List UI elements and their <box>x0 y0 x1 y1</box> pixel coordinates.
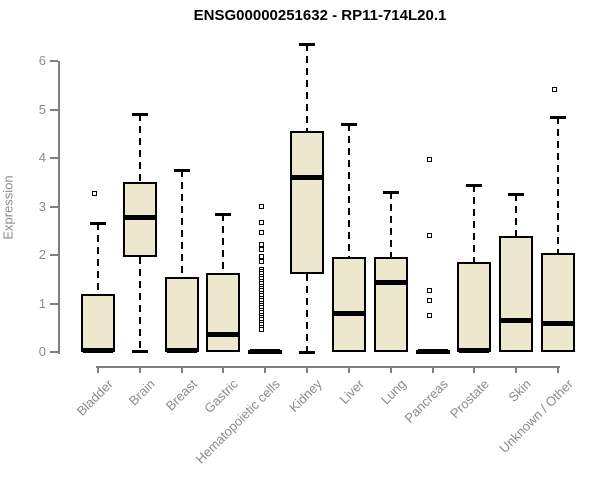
median-line-skin <box>501 318 532 324</box>
whisker-cap-lower-kidney <box>299 351 316 354</box>
box-lung <box>373 257 408 352</box>
whisker-upper-breast <box>180 170 183 277</box>
y-axis-tick <box>50 108 58 111</box>
median-line-gastric <box>208 331 239 337</box>
outlier-point-hematopoietic-cells <box>259 254 265 260</box>
whisker-cap-upper-skin <box>508 193 525 197</box>
box-gastric <box>206 273 241 352</box>
outlier-point-pancreas <box>426 298 432 304</box>
outlier-point-hematopoietic-cells <box>259 247 265 253</box>
y-tick-label: 2 <box>38 247 46 262</box>
y-tick-label: 6 <box>38 53 46 68</box>
y-axis-tick <box>50 205 58 208</box>
y-axis-label: Expression <box>0 175 16 240</box>
outlier-point-pancreas <box>426 232 432 238</box>
outlier-point-hematopoietic-cells <box>259 230 265 236</box>
outlier-point-bladder <box>92 191 97 197</box>
x-axis-tick <box>557 366 560 373</box>
whisker-cap-upper-breast <box>173 169 190 173</box>
whisker-cap-upper-kidney <box>299 43 316 47</box>
whisker-upper-skin <box>515 194 518 236</box>
y-tick-label: 4 <box>38 150 46 165</box>
median-line-unknown-other <box>543 320 574 326</box>
median-line-breast <box>166 347 197 353</box>
box-prostate <box>457 262 492 352</box>
outlier-point-hematopoietic-cells <box>259 327 265 333</box>
outlier-point-pancreas <box>426 312 432 318</box>
y-axis-tick <box>50 254 58 256</box>
y-axis-tick <box>50 302 58 305</box>
outlier-point-hematopoietic-cells <box>259 242 265 248</box>
box-skin <box>499 235 534 352</box>
median-line-pancreas <box>417 349 448 355</box>
x-axis-tick <box>306 366 309 373</box>
whisker-cap-upper-unknown-other <box>550 115 567 119</box>
y-axis-tick <box>50 157 58 159</box>
box-liver <box>331 257 366 352</box>
outlier-point-hematopoietic-cells <box>259 220 265 226</box>
whisker-lower-kidney <box>306 274 309 352</box>
x-axis-tick <box>515 366 518 373</box>
whisker-cap-lower-brain <box>131 349 148 353</box>
whisker-upper-liver <box>347 124 350 258</box>
whisker-upper-unknown-other <box>557 116 560 253</box>
x-axis-tick <box>138 366 141 373</box>
outlier-point-hematopoietic-cells <box>259 203 265 209</box>
box-kidney <box>290 131 325 275</box>
chart-title: ENSG00000251632 - RP11-714L20.1 <box>193 7 447 24</box>
median-line-brain <box>124 215 155 221</box>
x-axis-line <box>96 366 561 368</box>
whisker-upper-kidney <box>306 44 309 132</box>
median-line-kidney <box>292 175 323 181</box>
median-line-bladder <box>83 347 113 353</box>
y-tick-label: 5 <box>38 101 46 117</box>
whisker-cap-upper-prostate <box>466 183 483 187</box>
y-tick-label: 0 <box>38 344 46 359</box>
median-line-prostate <box>459 347 490 353</box>
whisker-upper-prostate <box>473 184 476 263</box>
x-axis-tick <box>180 366 183 373</box>
y-axis-line <box>58 61 60 354</box>
median-line-hematopoietic-cells <box>250 349 281 355</box>
outlier-point-hematopoietic-cells <box>259 259 265 265</box>
median-line-liver <box>333 311 364 317</box>
box-bladder <box>81 293 115 352</box>
whisker-cap-upper-gastric <box>215 212 232 216</box>
box-unknown-other <box>541 252 576 352</box>
whisker-cap-upper-liver <box>340 123 357 127</box>
box-breast <box>164 276 199 352</box>
whisker-upper-gastric <box>222 213 225 274</box>
x-axis-tick <box>473 366 476 373</box>
y-tick-label: 3 <box>38 198 46 214</box>
x-axis-tick <box>431 366 434 373</box>
outlier-point-pancreas <box>426 157 432 163</box>
x-axis-tick <box>347 366 350 373</box>
median-line-lung <box>375 279 406 285</box>
x-axis-tick <box>389 366 392 373</box>
whisker-cap-upper-bladder <box>90 222 106 226</box>
y-tick-label: 1 <box>38 295 46 311</box>
whisker-upper-lung <box>389 191 392 258</box>
whisker-cap-upper-brain <box>131 113 148 117</box>
outlier-point-unknown-other <box>552 87 558 93</box>
x-axis-tick <box>264 366 267 373</box>
y-axis-tick <box>50 351 58 353</box>
whisker-lower-brain <box>138 257 141 351</box>
whisker-upper-bladder <box>97 223 99 294</box>
outlier-point-pancreas <box>426 288 432 294</box>
x-axis-tick <box>97 366 99 373</box>
whisker-cap-upper-lung <box>382 190 399 194</box>
whisker-upper-brain <box>138 114 141 183</box>
x-axis-tick <box>222 366 225 373</box>
y-axis-tick <box>50 60 58 62</box>
x-category-label-unknown-other: Unknown / Other <box>496 376 576 456</box>
